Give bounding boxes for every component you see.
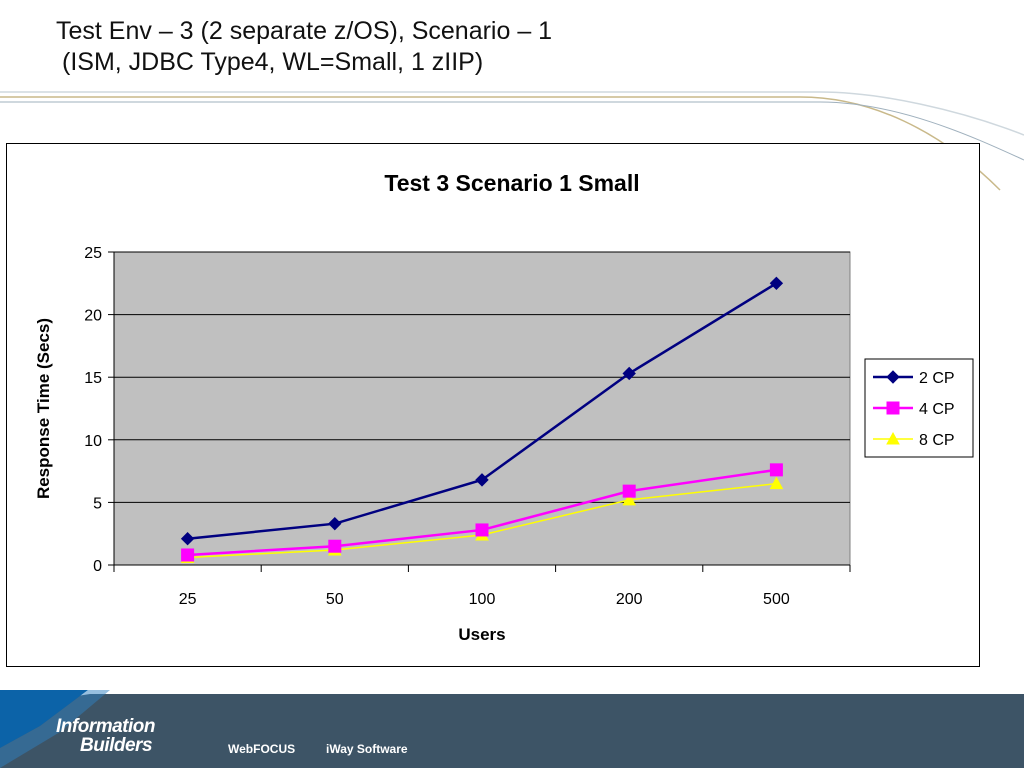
data-point-8-cp [769, 476, 784, 490]
footer-link-iway[interactable]: iWay Software [326, 742, 408, 756]
x-tick-label: 100 [469, 591, 496, 608]
data-point-2-cp [328, 516, 342, 531]
line-chart: Test 3 Scenario 1 Small 0 5 10 15 20 25 25 50 100… [34, 170, 974, 644]
data-point-4-cp [769, 463, 783, 477]
logo-text-line-1: Information [56, 716, 156, 737]
plot-area [113, 251, 851, 566]
data-point-8-cp [622, 492, 637, 506]
footer: Information Builders WebFOCUS iWay Softw… [0, 686, 1024, 768]
data-point-2-cp [622, 366, 636, 381]
footer-background [0, 690, 1024, 768]
slide-title-line-1: Test Env – 3 (2 separate z/OS), Scenario… [56, 17, 553, 45]
y-tick-label: 0 [93, 558, 102, 575]
data-point-2-cp [180, 532, 195, 546]
slide-title: Test Env – 3 (2 separate z/OS), Scenario… [56, 16, 816, 78]
y-tick-label: 15 [84, 370, 102, 387]
legend-label: 4 CP [919, 401, 955, 418]
chart-container: Test 3 Scenario 1 Small 0 5 10 15 20 25 25 50 100… [6, 143, 980, 667]
footer-accent-light [0, 690, 110, 768]
legend-swatch-marker [886, 370, 900, 384]
data-point-4-cp [328, 539, 342, 553]
footer-band [0, 694, 1024, 768]
data-point-2-cp [769, 276, 784, 291]
x-axis-label: Users [458, 625, 505, 644]
legend-label: 8 CP [919, 432, 955, 449]
y-tick-label: 20 [84, 308, 102, 325]
y-tick-label: 10 [84, 433, 102, 450]
header-swoosh-line-3 [0, 101, 1024, 161]
footer-link-webfocus[interactable]: WebFOCUS [228, 742, 296, 756]
legend-label: 2 CP [919, 370, 955, 387]
footer-accent-blue [0, 690, 88, 748]
legend-swatch-marker [886, 431, 900, 445]
x-tick-label: 200 [616, 591, 643, 608]
logo-text-line-2: Builders [80, 735, 153, 756]
x-tick-label: 25 [179, 591, 197, 608]
data-point-4-cp [181, 548, 195, 562]
chart-title: Test 3 Scenario 1 Small [384, 170, 639, 196]
slide-title-line-2: (ISM, JDBC Type4, WL=Small, 1 zIIP) [62, 48, 484, 76]
y-tick-label: 25 [84, 245, 102, 262]
x-tick-label: 500 [763, 591, 790, 608]
data-point-2-cp [475, 473, 489, 487]
data-point-4-cp [622, 484, 636, 498]
x-tick-label: 50 [326, 591, 344, 608]
y-axis-label: Response Time (Secs) [34, 318, 53, 499]
legend-swatch-marker [886, 401, 900, 415]
y-tick-label: 5 [93, 495, 102, 512]
header-swoosh-line [0, 91, 1024, 136]
data-point-4-cp [475, 523, 489, 537]
